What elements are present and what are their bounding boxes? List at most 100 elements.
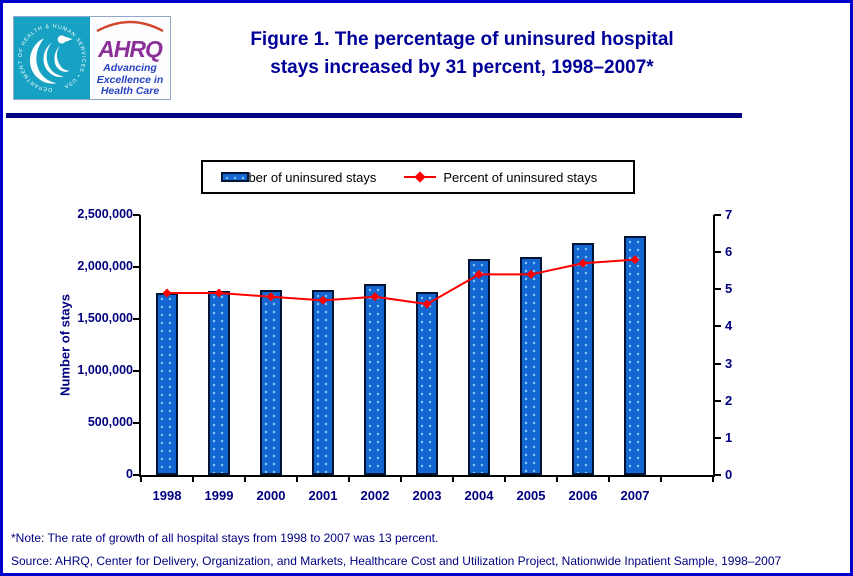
x-axis-label-2004: 2004 [464,488,494,503]
line-point-2000 [266,292,276,302]
bar-2004 [468,259,490,475]
right-axis-tick-label: 2 [725,392,733,408]
hhs-seal: DEPARTMENT OF HEALTH & HUMAN SERVICES • … [14,17,90,99]
x-axis-tick [504,476,506,482]
x-axis-label-1999: 1999 [204,488,234,503]
line-point-2002 [370,292,380,302]
ahrq-wordmark: AHRQ [98,36,163,62]
line-point-2007 [630,255,640,265]
x-axis-tick [660,476,662,482]
x-axis-label-2005: 2005 [516,488,546,503]
footnote-source: Source: AHRQ, Center for Delivery, Organ… [11,554,782,568]
ahrq-tagline: Advancing Excellence in Health Care [90,62,170,98]
line-point-2003 [422,299,432,309]
left-axis-title: Number of stays [57,294,73,396]
left-axis-tick-label: 500,000 [87,415,133,429]
tagline-line-1: Advancing [103,62,157,74]
x-axis-tick [192,476,194,482]
right-axis-tick [714,325,721,328]
percent-line [167,258,636,306]
bar-1999 [208,291,230,475]
legend-item-line: Percent of uninsured stays [404,170,597,185]
line-point-1999 [214,288,224,298]
bar-2005 [520,256,542,475]
x-axis-tick [348,476,350,482]
right-axis-tick [714,288,721,291]
ahrq-wordmark-panel: AHRQ Advancing Excellence in Health Care [90,17,170,99]
left-axis-tick-label: 0 [126,467,133,481]
right-axis-tick [714,362,721,365]
legend-bar-swatch-icon [221,172,249,182]
ahrq-logo: DEPARTMENT OF HEALTH & HUMAN SERVICES • … [13,16,171,100]
bar-2000 [260,289,282,475]
x-axis-label-2007: 2007 [620,488,650,503]
bar-2001 [312,290,334,475]
right-axis-tick [714,399,721,402]
line-point-1998 [162,288,172,298]
line-point-2005 [526,269,536,279]
x-axis-line [139,475,715,477]
x-axis-label-2006: 2006 [568,488,598,503]
legend-line-label: Percent of uninsured stays [443,169,598,185]
left-axis-tick [133,370,140,372]
x-axis-label-1998: 1998 [152,488,182,503]
x-axis-tick [140,476,142,482]
right-axis-tick-label: 7 [725,207,733,222]
hhs-eagle-icon: DEPARTMENT OF HEALTH & HUMAN SERVICES • … [18,24,86,93]
legend-line-swatch-icon [404,171,437,183]
left-axis-tick [133,318,140,320]
x-axis-label-2003: 2003 [412,488,442,503]
figure-title-line-1: Figure 1. The percentage of uninsured ho… [250,29,674,50]
x-axis-tick [556,476,558,482]
right-axis-tick [714,474,721,476]
tagline-line-3: Health Care [100,85,160,97]
x-axis-tick [244,476,246,482]
bar-2003 [416,292,438,475]
right-axis-tick-label: 5 [725,281,733,297]
x-axis-label-2001: 2001 [308,488,338,503]
ahrq-arc-icon [96,20,164,33]
percent-line-layer [162,255,640,309]
figure-title: Figure 1. The percentage of uninsured ho… [183,26,741,82]
left-axis-tick [133,422,140,424]
line-point-2004 [474,269,484,279]
bar-1998 [156,293,178,475]
right-axis-tick-label: 6 [725,244,733,260]
bar-2002 [364,283,386,475]
legend-bar-label: Number of uninsured stays [221,169,377,185]
left-axis-tick [133,214,140,216]
x-axis-label-2002: 2002 [360,488,390,503]
x-axis-tick [712,476,714,482]
plot-area: 0 500,000 1,000,000 1,500,000 2,000,000 2,500… [77,207,732,503]
right-axis-tick-label: 0 [725,467,733,482]
right-axis-tick [714,251,721,254]
bar-2006 [572,243,594,475]
tagline-line-2: Excellence in [96,73,164,86]
x-axis-tick [400,476,402,482]
right-axis-tick [714,436,721,439]
bar-2007 [624,235,646,475]
figure-title-line-2: stays increased by 31 percent, 1998–2007… [270,57,654,78]
left-axis-tick-label: 1,000,000 [77,363,133,377]
x-axis-label-2000: 2000 [256,488,286,503]
left-axis-tick-label: 1,500,000 [77,311,133,325]
chart-legend: Number of uninsured stays Percent of uni… [201,160,635,194]
right-axis-tick-label: 1 [725,429,733,445]
x-axis-tick [452,476,454,482]
x-axis-tick [608,476,610,482]
left-axis-tick [133,474,140,476]
header-divider [6,113,742,118]
line-point-2001 [318,295,328,305]
left-axis-line [139,215,141,477]
footnote-note: *Note: The rate of growth of all hospita… [11,531,439,545]
x-axis-tick [296,476,298,482]
line-point-2006 [578,258,588,268]
right-axis-line [713,215,715,477]
right-axis-tick-label: 3 [725,355,733,371]
right-axis-tick-label: 4 [725,318,733,334]
left-axis-tick [133,266,140,268]
legend-item-bars: Number of uninsured stays [221,170,376,185]
left-axis-tick-label: 2,500,000 [77,207,133,221]
left-axis-tick-label: 2,000,000 [77,259,133,273]
